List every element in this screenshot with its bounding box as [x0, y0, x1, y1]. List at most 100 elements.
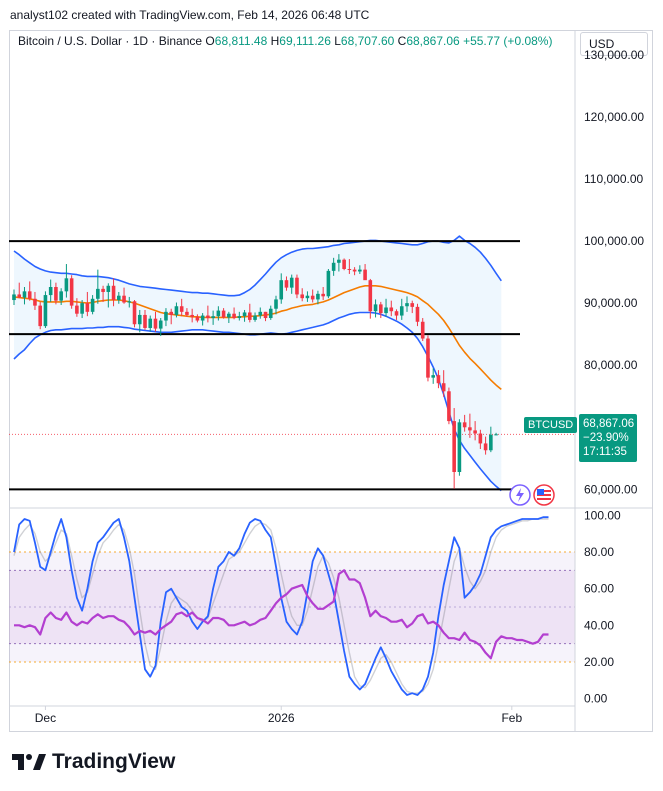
candle-body: [316, 293, 320, 300]
candle: [473, 421, 477, 441]
candle-body: [263, 311, 268, 319]
candle: [420, 318, 425, 342]
candle: [462, 414, 467, 432]
candle: [337, 254, 341, 272]
candle: [394, 309, 399, 320]
candle-body: [494, 434, 498, 436]
candle: [206, 305, 210, 323]
candle-body: [33, 298, 37, 306]
time-tick-label: Dec: [35, 711, 56, 725]
candle-body: [258, 311, 263, 316]
candle: [169, 308, 173, 325]
candle: [358, 265, 362, 274]
osc-tick-label: 20.00: [584, 655, 614, 669]
candle: [111, 278, 116, 307]
candle-body: [331, 262, 336, 271]
candle: [268, 305, 273, 320]
candle-body: [190, 314, 194, 317]
candle-body: [27, 291, 32, 299]
candle: [316, 290, 320, 305]
candle-body: [237, 316, 242, 319]
candle: [389, 300, 394, 317]
ohlc-legend: Bitcoin / U.S. Dollar · 1D · Binance O68…: [18, 34, 552, 48]
candle: [331, 257, 336, 276]
footer-brand[interactable]: TradingView: [52, 750, 176, 773]
candle: [436, 370, 441, 389]
candle-body: [431, 375, 435, 378]
candle-body: [405, 303, 409, 307]
tradingview-logo-icon[interactable]: [12, 752, 46, 772]
candle: [494, 432, 498, 436]
candle-body: [200, 315, 205, 321]
lightning-icon[interactable]: [509, 484, 531, 506]
candle-body: [473, 430, 477, 434]
candle-body: [415, 306, 420, 322]
candle-body: [242, 312, 247, 317]
candle-body: [85, 303, 90, 312]
last-price-change: −23.90%: [583, 432, 629, 444]
candle: [96, 269, 100, 304]
rsi-line: [14, 569, 549, 660]
candle-body: [447, 391, 451, 422]
footer: TradingView: [12, 750, 175, 774]
candle-body: [373, 304, 378, 312]
candle-body: [489, 434, 493, 451]
price-tick-label: 120,000.00: [584, 110, 644, 124]
candle-body: [158, 320, 163, 329]
candle-body: [169, 311, 173, 315]
candle-body: [101, 288, 105, 292]
candle: [27, 281, 32, 301]
price-pane: [9, 235, 575, 492]
candle: [90, 295, 95, 315]
price-tick-label: 130,000.00: [584, 48, 644, 62]
open-value: 68,811.48: [214, 34, 268, 48]
candle-body: [179, 306, 184, 312]
candle-body: [43, 295, 48, 327]
candle: [232, 307, 236, 320]
candle: [69, 275, 74, 309]
candle-body: [106, 285, 111, 292]
candle: [164, 308, 168, 327]
candle: [326, 269, 331, 299]
candle-body: [80, 303, 84, 314]
candle: [12, 289, 16, 306]
last-price-tag: 68,867.06 −23.90% 17:11:35: [579, 414, 637, 462]
candle: [321, 287, 325, 301]
candle-body: [352, 269, 357, 272]
candle-body: [221, 310, 226, 318]
price-chart[interactable]: 130,000.00 120,000.00 110,000.00 100,000.00…: [0, 0, 663, 740]
low-label: L: [334, 34, 341, 48]
candle: [441, 370, 446, 397]
candle-body: [22, 291, 27, 298]
us-flag-icon[interactable]: [533, 484, 555, 506]
candle: [122, 287, 126, 304]
candle: [274, 295, 278, 315]
chart-frame: [9, 30, 653, 732]
candle: [200, 313, 205, 326]
candle: [284, 276, 289, 291]
candle-body: [232, 313, 236, 319]
candle-body: [54, 287, 58, 301]
candle-body: [410, 303, 415, 307]
candle-body: [363, 269, 367, 281]
symbol-title[interactable]: Bitcoin / U.S. Dollar · 1D · Binance: [18, 34, 203, 48]
currency-button[interactable]: USD: [580, 32, 648, 56]
candle: [158, 318, 163, 337]
candle: [227, 311, 231, 324]
candle: [295, 274, 299, 299]
candle: [43, 291, 48, 328]
close-value: 68,867.06: [406, 34, 460, 48]
candle: [305, 291, 310, 302]
candle-body: [420, 321, 425, 339]
candle: [33, 291, 37, 310]
price-tick-label: 100,000.00: [584, 234, 644, 248]
candle-body: [153, 318, 158, 329]
candle-body: [64, 278, 69, 292]
candle-body: [436, 375, 441, 384]
change-value: +55.77 (+0.08%): [463, 34, 553, 48]
high-label: H: [270, 34, 280, 48]
candle: [342, 258, 346, 271]
candle-body: [326, 270, 331, 297]
candle-body: [368, 280, 373, 312]
candle-body: [279, 280, 284, 300]
